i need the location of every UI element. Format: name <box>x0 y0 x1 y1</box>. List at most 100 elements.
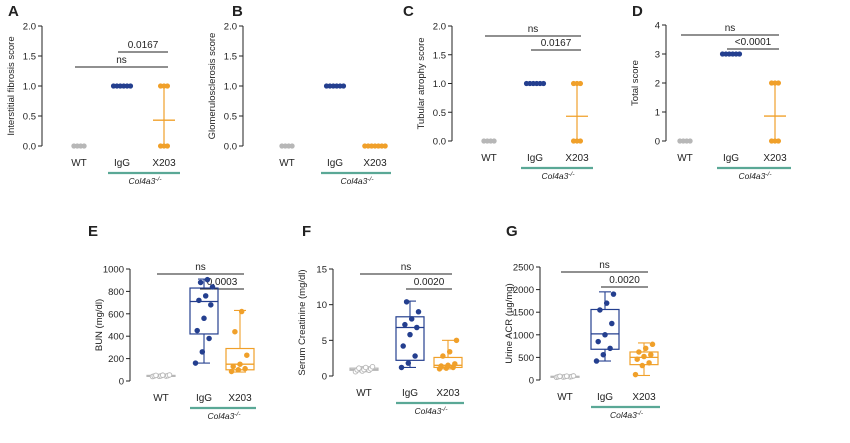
y-tick-label: 800 <box>108 287 124 298</box>
data-point <box>491 138 497 144</box>
data-point <box>398 364 405 371</box>
data-point <box>649 341 656 348</box>
y-tick-label: 1.0 <box>224 82 237 93</box>
data-point <box>648 351 654 358</box>
panel-letter: D <box>632 3 643 20</box>
panel-letter: G <box>506 223 518 240</box>
data-point <box>159 372 166 378</box>
x-category-label: IgG <box>723 153 739 164</box>
y-axis-label: Glomerulosclerosis score <box>207 33 218 140</box>
data-point <box>356 365 362 371</box>
y-axis-label: Interstitial fibrosis score <box>6 36 17 135</box>
y-tick-label: 0.0 <box>224 142 237 153</box>
data-point <box>238 308 245 315</box>
y-tick-label: 2.0 <box>224 22 237 33</box>
panel-e: E 0 200 400 600 800 1000 BUN (mg/dl) WT IgG X203 Co… <box>88 223 256 421</box>
y-tick-label: 0.0 <box>433 137 446 148</box>
data-point <box>415 309 422 315</box>
x-category-label: WT <box>557 392 573 403</box>
data-point <box>634 356 640 362</box>
data-point <box>446 348 453 355</box>
genotype-label: Col4a3-/- <box>738 171 772 182</box>
data-point <box>412 353 418 359</box>
panel-letter: F <box>302 223 311 240</box>
x-category-label: WT <box>356 388 372 399</box>
y-tick-label: 5 <box>322 336 327 347</box>
genotype-label: Col4a3-/- <box>610 410 644 421</box>
x-category-label: IgG <box>402 388 418 399</box>
x-category-label: WT <box>481 153 497 164</box>
y-tick-label: 0 <box>119 377 124 388</box>
data-point <box>340 83 347 89</box>
data-point <box>244 352 250 358</box>
data-point <box>570 373 577 379</box>
data-point <box>642 345 649 352</box>
y-tick-label: 1 <box>655 108 660 119</box>
panel-c: C 0.0 0.5 1.0 1.5 2.0 Tubular atrophy score WT I… <box>403 3 593 181</box>
data-point <box>408 316 415 322</box>
p-value-label: 0.0020 <box>414 277 445 288</box>
y-tick-label: 200 <box>108 354 124 365</box>
y-tick-label: 400 <box>108 332 124 343</box>
data-point <box>202 293 209 299</box>
x-category-label: X203 <box>363 158 387 169</box>
x-category-label: WT <box>677 153 693 164</box>
box-iqr <box>189 287 219 335</box>
y-tick-label: 0.0 <box>23 142 36 153</box>
data-point <box>232 328 238 335</box>
data-point <box>402 321 408 328</box>
x-category-label: X203 <box>228 393 252 404</box>
box-iqr <box>395 316 425 361</box>
data-point <box>228 368 235 375</box>
x-category-label: IgG <box>527 153 543 164</box>
data-point <box>400 343 406 349</box>
data-point <box>641 353 647 360</box>
genotype-label: Col4a3-/- <box>207 411 241 422</box>
data-point <box>610 291 617 297</box>
p-value-label: ns <box>725 23 736 34</box>
x-category-label: IgG <box>196 393 212 404</box>
y-tick-label: 15 <box>316 265 327 276</box>
y-tick-label: 0.5 <box>23 112 36 123</box>
y-axis-label: Tubular atrophy score <box>416 37 427 129</box>
y-tick-label: 2.0 <box>23 22 36 33</box>
y-tick-label: 1000 <box>103 265 124 276</box>
data-point <box>242 365 248 372</box>
y-tick-label: 600 <box>108 309 124 320</box>
data-point <box>452 361 458 367</box>
y-tick-label: 0 <box>322 372 327 383</box>
y-tick-label: 1.5 <box>433 50 446 61</box>
data-point <box>197 279 204 286</box>
data-point <box>687 138 693 144</box>
p-value-label: ns <box>401 262 412 273</box>
data-point <box>557 373 563 380</box>
data-point <box>403 299 410 305</box>
data-point <box>153 372 159 379</box>
data-point <box>230 363 236 370</box>
data-point <box>127 83 134 89</box>
y-tick-label: 500 <box>518 353 534 364</box>
data-point <box>204 276 211 283</box>
data-point <box>609 320 615 327</box>
p-value-label: 0.0167 <box>541 38 572 49</box>
x-category-label: WT <box>71 158 87 169</box>
y-tick-label: 2000 <box>513 285 534 296</box>
data-point <box>237 361 243 367</box>
x-category-label: X203 <box>152 158 176 169</box>
y-tick-label: 0.5 <box>224 112 237 123</box>
data-point <box>600 351 607 358</box>
p-value-label: 0.0167 <box>128 40 159 51</box>
y-tick-label: 1.5 <box>224 52 237 63</box>
x-category-label: IgG <box>114 158 130 169</box>
x-category-label: WT <box>153 393 169 404</box>
data-point <box>639 362 646 369</box>
y-tick-label: 2.0 <box>433 22 446 33</box>
data-point <box>646 360 652 366</box>
data-point <box>209 284 216 290</box>
data-point <box>382 143 388 149</box>
data-point <box>362 364 369 371</box>
data-point <box>407 331 413 338</box>
data-point <box>194 327 200 334</box>
data-point <box>736 51 743 57</box>
p-value-label: 0.0003 <box>207 277 238 288</box>
